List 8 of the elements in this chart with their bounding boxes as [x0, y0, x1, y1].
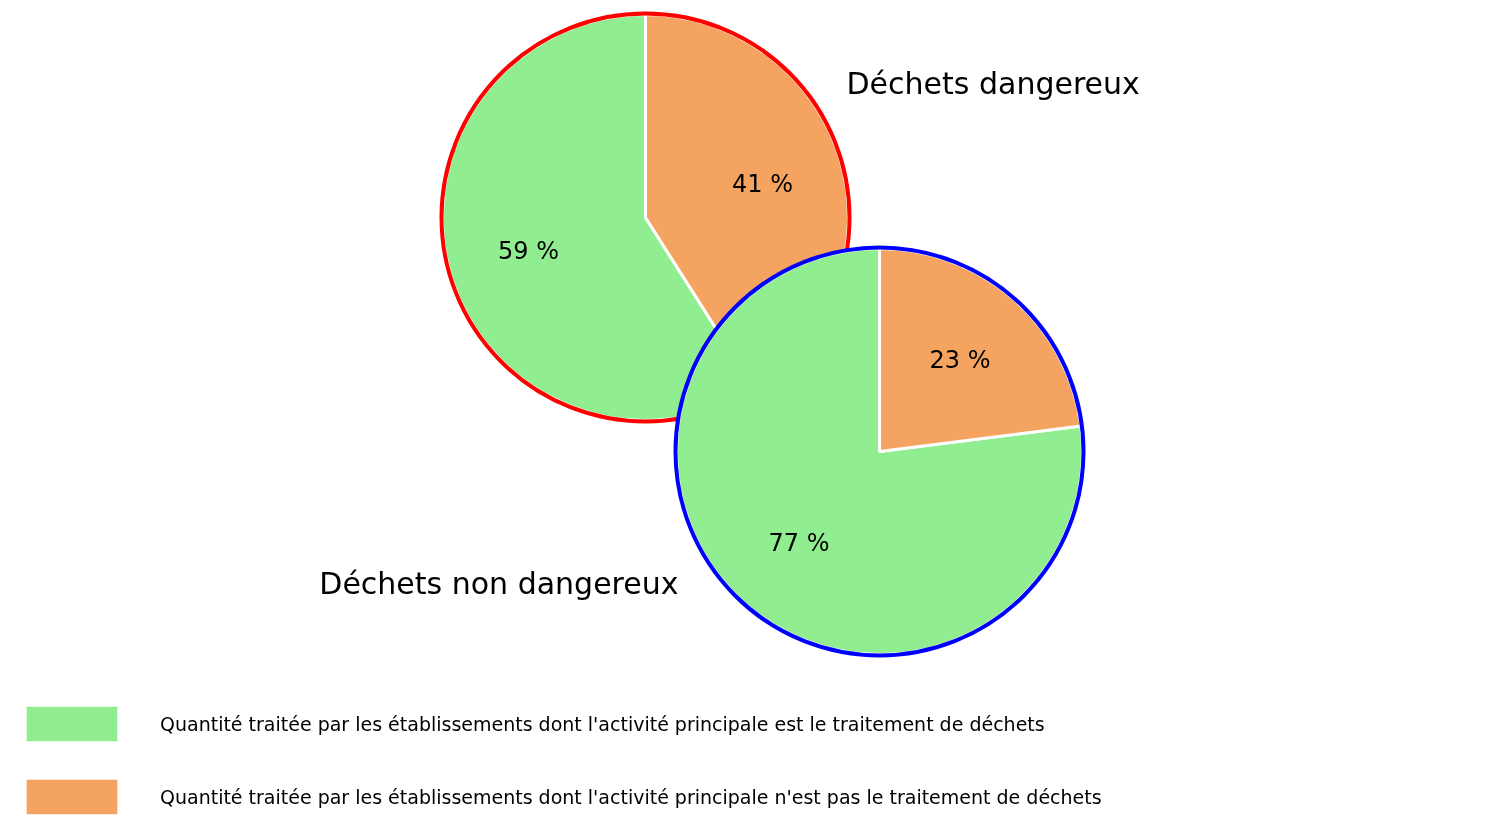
data-label: 77 %	[768, 528, 830, 557]
text: Déchets dangereux	[846, 66, 1140, 101]
data-label: 23 %	[929, 346, 991, 375]
text: Déchets non dangereux	[319, 566, 679, 601]
data-label: 59 %	[498, 237, 560, 266]
legend-label: Quantité traitée par les établissements dont l'activité principale est le traitement de déchets	[160, 712, 1045, 735]
legend-label: Quantité traitée par les établissements dont l'activité principale n'est pas le traitement de déchets	[160, 785, 1102, 808]
data-label: 41 %	[731, 169, 793, 198]
